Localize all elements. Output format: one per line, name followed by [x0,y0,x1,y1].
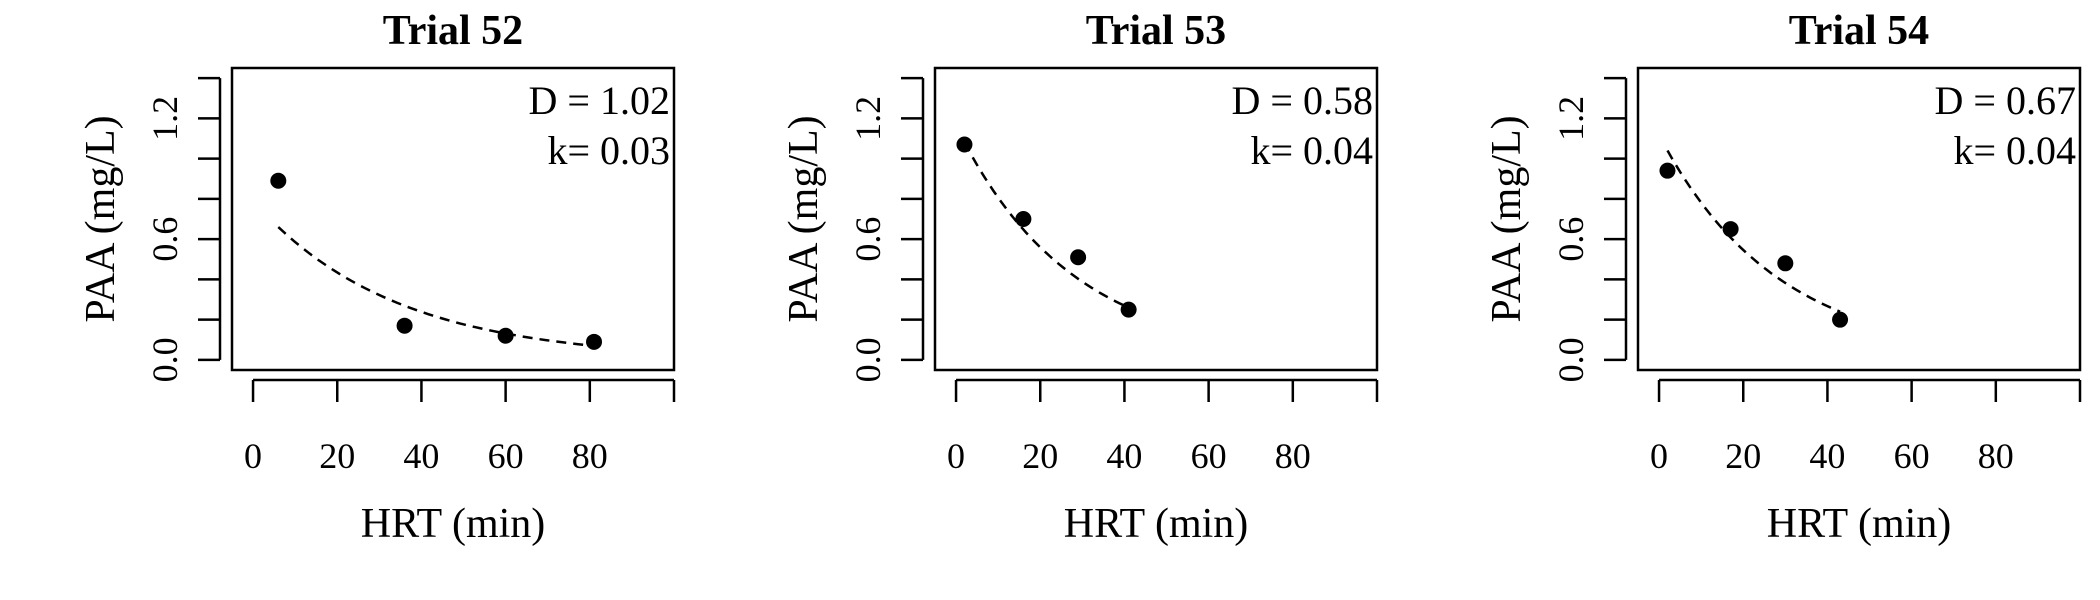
data-point [1832,311,1849,328]
x-axis-label: HRT (min) [1767,501,1952,547]
y-tick-label: 1.2 [1551,96,1591,141]
data-point [1722,221,1739,238]
y-tick-label: 1.2 [848,96,888,141]
x-tick-label: 80 [1978,436,2014,476]
fit-curve [1666,149,1841,313]
x-tick-label: 20 [319,436,355,476]
chart-title: Trial 53 [1086,8,1226,54]
annotation-k: k= 0.04 [1953,128,2076,173]
data-point [1777,255,1794,272]
x-tick-label: 40 [1106,436,1142,476]
y-tick-label: 0.0 [145,337,185,382]
x-tick-label: 0 [244,436,262,476]
fit-curve [277,226,595,348]
data-point [1015,211,1032,227]
x-tick-label: 80 [1275,436,1311,476]
annotation-d: D = 1.02 [529,78,670,123]
annotation-d: D = 0.67 [1935,78,2076,123]
x-tick-label: 60 [1894,436,1930,476]
x-tick-label: 60 [1191,436,1227,476]
x-tick-label: 0 [947,436,965,476]
x-tick-label: 80 [572,436,608,476]
data-point [497,327,514,344]
y-tick-label: 1.2 [145,96,185,141]
x-tick-label: 60 [488,436,524,476]
x-tick-label: 40 [1809,436,1845,476]
y-axis-label: PAA (mg/L) [781,115,827,322]
y-tick-label: 0.6 [145,217,185,262]
y-tick-label: 0.0 [848,337,888,382]
fit-curve [963,141,1130,309]
x-axis-label: HRT (min) [361,501,546,547]
chart-title: Trial 54 [1789,8,1929,54]
x-tick-label: 20 [1022,436,1058,476]
y-tick-label: 0.6 [1551,217,1591,262]
data-point [1070,249,1087,266]
y-axis-label: PAA (mg/L) [1484,115,1530,322]
y-tick-label: 0.0 [1551,337,1591,382]
data-point [586,333,603,350]
plot-area [1636,66,2082,372]
annotation-k: k= 0.03 [547,128,670,173]
panel-1: Trial 52 0 20 40 60 80 HRT (min) 0.0 0.6 1.2 PAA (… [78,8,676,547]
x-tick-label: 40 [403,436,439,476]
data-point [270,172,287,189]
data-point [956,136,973,153]
y-axis-label: PAA (mg/L) [78,115,124,322]
x-tick-label: 20 [1725,436,1761,476]
panel-3: Trial 54 0 20 40 60 80 HRT (min) 0.0 0.6 1.2 PAA (… [1484,8,2082,547]
annotation-d: D = 0.58 [1232,78,1373,123]
chart-title: Trial 52 [383,8,523,54]
plot-area [230,66,676,372]
annotation-k: k= 0.04 [1250,128,1373,173]
data-point [1659,162,1676,179]
panel-2: Trial 53 0 20 40 60 80 HRT (min) 0.0 0.6 1.2 PAA (… [781,8,1379,547]
x-axis-label: HRT (min) [1064,501,1249,547]
x-tick-label: 0 [1650,436,1668,476]
y-tick-label: 0.6 [848,217,888,262]
plot-area [933,66,1379,372]
data-point [1120,301,1137,318]
data-point [396,317,413,334]
